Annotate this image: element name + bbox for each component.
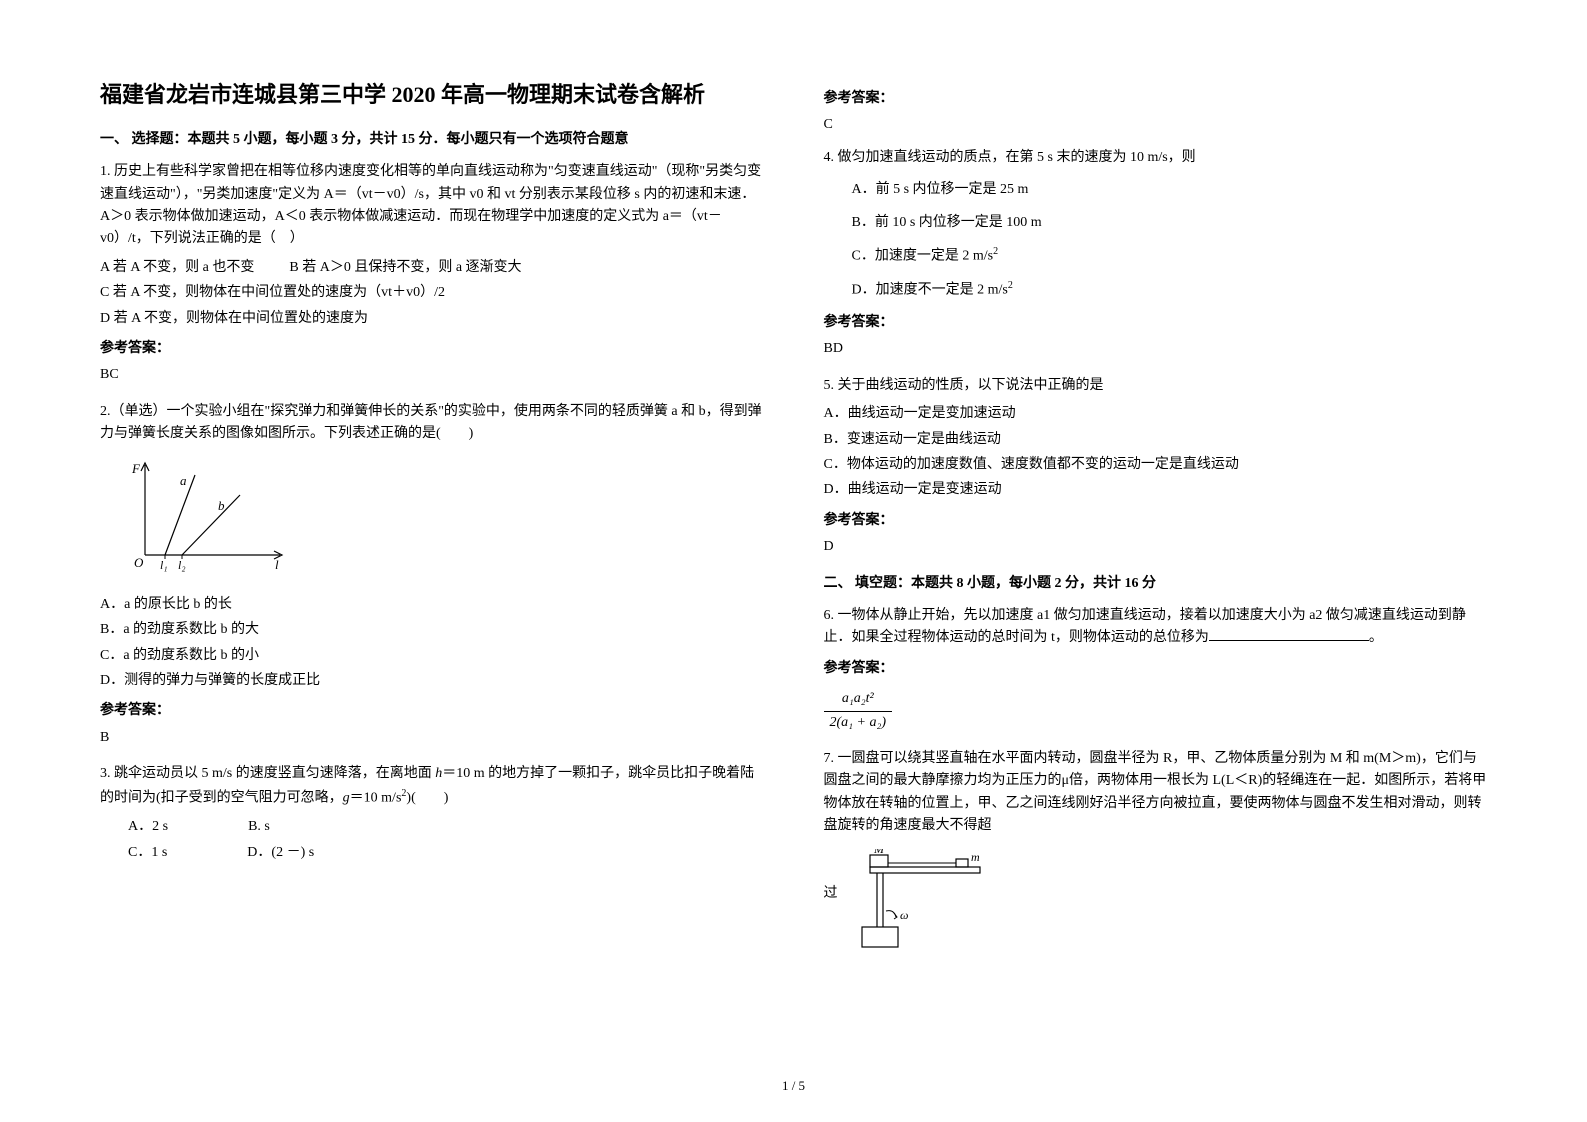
q5-answer: D: [824, 536, 1488, 558]
q1-answer: BC: [100, 364, 764, 386]
page-footer: 1 / 5: [0, 1076, 1587, 1097]
q3-text-p3: ＝10 m/s: [350, 790, 402, 805]
q2-label-l: l: [275, 557, 279, 572]
q2-label-a: a: [180, 473, 187, 488]
q5-text: 5. 关于曲线运动的性质，以下说法中正确的是: [824, 375, 1488, 397]
q4-answer-label: 参考答案：: [824, 312, 1488, 334]
q2-optD: D．测得的弹力与弹簧的长度成正比: [100, 670, 764, 692]
q4-optB: B．前 10 s 内位移一定是 100 m: [824, 212, 1488, 234]
q2-text: 2.（单选）一个实验小组在"探究弹力和弹簧伸长的关系"的实验中，使用两条不同的轻…: [100, 401, 764, 446]
q1-optB: B 若 A＞0 且保持不变，则 a 逐渐变大: [289, 260, 521, 275]
question-5: 5. 关于曲线运动的性质，以下说法中正确的是 A．曲线运动一定是变加速运动 B．…: [824, 375, 1488, 559]
q2-label-O: O: [134, 555, 144, 570]
q4-optD: D．加速度不一定是 2 m/s2: [824, 278, 1488, 302]
q1-optD: D 若 A 不变，则物体在中间位置处的速度为: [100, 308, 764, 330]
q6-formula-num: a₁a₂t²: [824, 688, 893, 711]
question-1: 1. 历史上有些科学家曾把在相等位移内速度变化相等的单向直线运动称为"匀变速直线…: [100, 161, 764, 387]
q2-answer-label: 参考答案：: [100, 700, 764, 722]
q7-diagram-svg: M m ω: [856, 849, 1006, 959]
q2-optA: A．a 的原长比 b 的长: [100, 594, 764, 616]
q1-optC: C 若 A 不变，则物体在中间位置处的速度为（vt＋v0）/2: [100, 282, 764, 304]
q3-optB: B. s: [248, 816, 270, 838]
q3-answer-label: 参考答案：: [824, 88, 1488, 110]
q3-answer: C: [824, 114, 1488, 136]
question-4: 4. 做匀加速直线运动的质点，在第 5 s 末的速度为 10 m/s，则 A．前…: [824, 147, 1488, 361]
q6-text: 6. 一物体从静止开始，先以加速度 a1 做匀加速直线运动，接着以加速度大小为 …: [824, 605, 1488, 650]
page-title: 福建省龙岩市连城县第三中学 2020 年高一物理期末试卷含解析: [100, 80, 764, 111]
q3-text-p4: )( ): [406, 790, 448, 805]
q4-text: 4. 做匀加速直线运动的质点，在第 5 s 末的速度为 10 m/s，则: [824, 147, 1488, 169]
q1-optA-B: A 若 A 不变，则 a 也不变 B 若 A＞0 且保持不变，则 a 逐渐变大: [100, 257, 764, 279]
section2-heading: 二、 填空题：本题共 8 小题，每小题 2 分，共计 16 分: [824, 573, 1488, 595]
q3-text-p1: 3. 跳伞运动员以 5 m/s 的速度竖直匀速降落，在离地面: [100, 766, 435, 781]
q4-optA: A．前 5 s 内位移一定是 25 m: [824, 179, 1488, 201]
q3-g: g: [343, 790, 350, 805]
question-7: 7. 一圆盘可以绕其竖直轴在水平面内转动，圆盘半径为 R，甲、乙物体质量分别为 …: [824, 748, 1488, 978]
q4-optC: C．加速度一定是 2 m/s2: [824, 244, 1488, 268]
q5-optC: C．物体运动的加速度数值、速度数值都不变的运动一定是直线运动: [824, 454, 1488, 476]
q2-optB: B．a 的劲度系数比 b 的大: [100, 619, 764, 641]
section1-heading: 一、 选择题：本题共 5 小题，每小题 3 分，共计 15 分．每小题只有一个选…: [100, 129, 764, 151]
q3-optA: A．2 s: [128, 816, 168, 838]
q2-graph: F O l₁ l₂ l a b: [120, 455, 764, 583]
q6-formula-den: 2(a₁ + a₂): [824, 712, 893, 734]
q4-answer: BD: [824, 338, 1488, 360]
q7-label-M: M: [873, 849, 885, 856]
q3-optD: D．(2 －) s: [247, 842, 314, 864]
question-3: 3. 跳伞运动员以 5 m/s 的速度竖直匀速降落，在离地面 h＝10 m 的地…: [100, 763, 764, 864]
q3-optC: C．1 s: [128, 842, 167, 864]
q7-text: 7. 一圆盘可以绕其竖直轴在水平面内转动，圆盘半径为 R，甲、乙物体质量分别为 …: [824, 748, 1488, 838]
q2-label-l2: l₂: [178, 558, 186, 572]
q2-label-b: b: [218, 498, 225, 513]
q5-optB: B．变速运动一定是曲线运动: [824, 429, 1488, 451]
q5-optD: D．曲线运动一定是变速运动: [824, 479, 1488, 501]
q3-text: 3. 跳伞运动员以 5 m/s 的速度竖直匀速降落，在离地面 h＝10 m 的地…: [100, 763, 764, 809]
q2-optC: C．a 的劲度系数比 b 的小: [100, 645, 764, 667]
q2-answer: B: [100, 727, 764, 749]
q1-answer-label: 参考答案：: [100, 338, 764, 360]
q2-label-F: F: [131, 461, 141, 476]
q6-answer-label: 参考答案：: [824, 658, 1488, 680]
q2-graph-svg: F O l₁ l₂ l a b: [120, 455, 290, 575]
q7-label-m: m: [971, 850, 980, 864]
q5-answer-label: 参考答案：: [824, 510, 1488, 532]
q7-tail: 过: [824, 843, 838, 905]
q7-diagram: M m ω: [856, 849, 1006, 967]
q1-text: 1. 历史上有些科学家曾把在相等位移内速度变化相等的单向直线运动称为"匀变速直线…: [100, 161, 764, 251]
question-2: 2.（单选）一个实验小组在"探究弹力和弹簧伸长的关系"的实验中，使用两条不同的轻…: [100, 401, 764, 750]
q2-label-l1: l₁: [160, 558, 168, 572]
q7-label-omega: ω: [900, 908, 908, 922]
q5-optA: A．曲线运动一定是变加速运动: [824, 403, 1488, 425]
question-6: 6. 一物体从静止开始，先以加速度 a1 做匀加速直线运动，接着以加速度大小为 …: [824, 605, 1488, 734]
q6-blank: [1209, 627, 1369, 641]
q1-optA: A 若 A 不变，则 a 也不变: [100, 260, 254, 275]
q6-formula: a₁a₂t² 2(a₁ + a₂): [824, 688, 1488, 734]
